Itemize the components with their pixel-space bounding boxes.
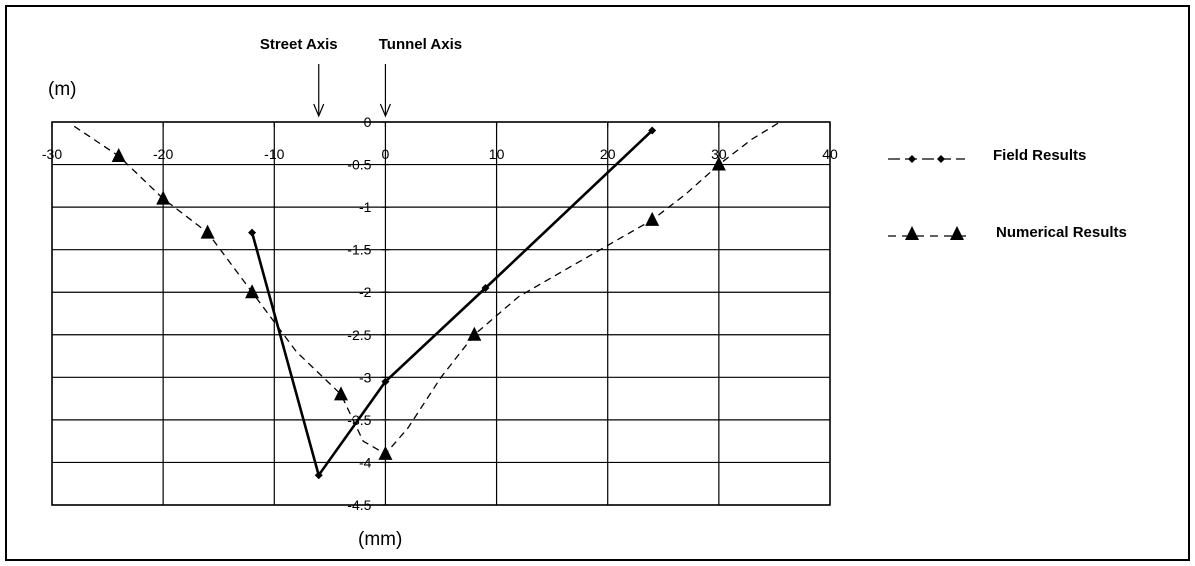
x-axis-label: (mm) (358, 529, 402, 550)
legend-field-marker (937, 155, 945, 163)
grid (51, 121, 831, 506)
y-tick-label: 0 (364, 114, 372, 130)
x-tick-label: 30 (711, 146, 727, 162)
y-tick-label: -4.5 (347, 497, 371, 513)
numerical-point (333, 386, 348, 401)
x-tick-label: 20 (600, 146, 616, 162)
field-point (481, 283, 490, 292)
x-tick-label: -20 (153, 146, 173, 162)
field-point (381, 377, 390, 386)
legend-field-marker (908, 155, 916, 163)
y-tick-label: -0.5 (347, 157, 371, 173)
numerical-point (467, 326, 482, 341)
y-tick-label: -1.5 (347, 242, 371, 258)
numerical-point (245, 284, 260, 299)
series-lines (73, 121, 781, 479)
y-tick-label: -2 (359, 284, 372, 300)
x-tick-label: 0 (382, 146, 390, 162)
legend-numerical-marker (905, 226, 919, 240)
y-tick-label: -2.5 (347, 327, 371, 343)
legend-numerical-marker (950, 226, 964, 240)
legend-field-label: Field Results (993, 147, 1086, 164)
field-point (314, 471, 323, 480)
markers (111, 126, 726, 480)
numerical-point (645, 211, 660, 226)
numerical-results-line (73, 121, 781, 455)
field-results-line (250, 129, 654, 479)
annotation-label: Street Axis (260, 36, 338, 53)
chart-frame (5, 5, 1190, 561)
y-tick-label: -4 (359, 454, 372, 470)
field-point (648, 126, 657, 135)
field-point (248, 228, 257, 237)
x-tick-label: -30 (42, 146, 62, 162)
annotation-label: Tunnel Axis (379, 36, 462, 53)
y-tick-label: -1 (359, 199, 372, 215)
legend-numerical-label: Numerical Results (996, 224, 1127, 241)
y-axis-label: (m) (48, 79, 76, 100)
y-tick-label: -3 (359, 369, 372, 385)
plot-area (51, 121, 831, 506)
numerical-point (711, 156, 726, 171)
y-tick-labels: 0-0.5-1-1.5-2-2.5-3-3.5-4-4.5 (347, 114, 371, 513)
annotation-arrow-head (313, 103, 325, 118)
x-tick-label: 40 (822, 146, 838, 162)
annotation-arrow-head (379, 103, 391, 118)
x-tick-label: -10 (264, 146, 284, 162)
x-tick-label: 10 (489, 146, 505, 162)
numerical-point (200, 224, 215, 239)
annotations: Street Axis Tunnel Axis (260, 36, 462, 118)
numerical-point (156, 190, 171, 205)
numerical-point (378, 445, 393, 460)
numerical-point (111, 148, 126, 163)
legend: Field Results Numerical Results (888, 147, 1127, 241)
x-tick-labels: -30 -20 -10 0 10 20 30 40 (42, 146, 838, 162)
